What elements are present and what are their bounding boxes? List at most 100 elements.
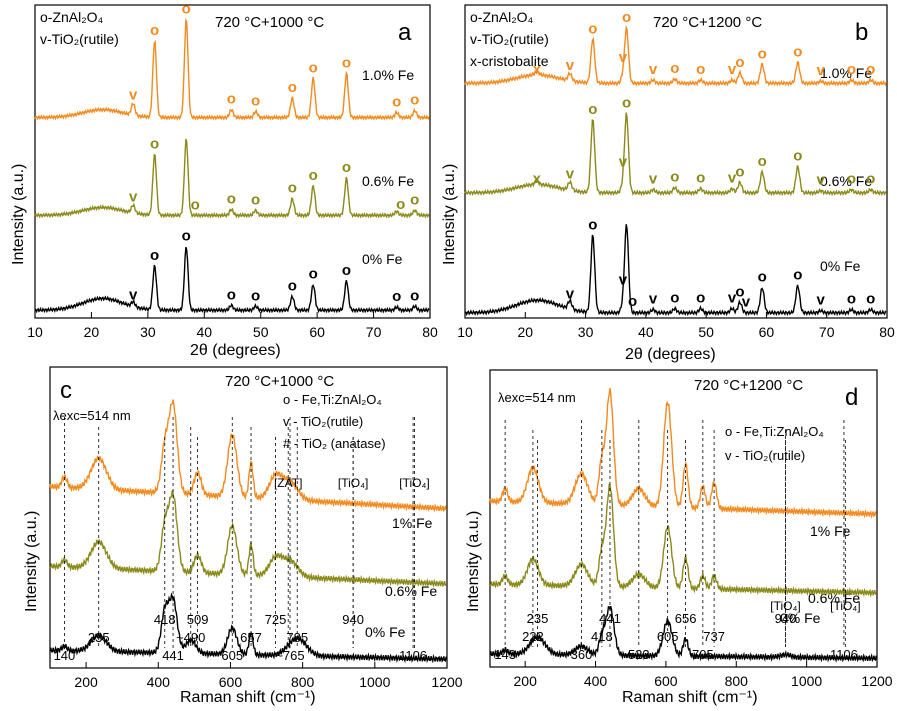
annotation-d-4: 418 — [591, 629, 613, 644]
xlabel-d: Raman shift (cm⁻¹) — [622, 689, 758, 706]
series-label-d-2: 0% Fe — [780, 610, 821, 626]
phase-marker-b-0-1: v — [566, 57, 575, 74]
phase-marker-a-1-3: o — [227, 190, 236, 207]
phase-marker-a-1-6: o — [309, 167, 318, 184]
xtick-label-c-3: 800 — [291, 674, 315, 690]
xtick-label-d-2: 600 — [654, 673, 678, 689]
phase-marker-b-2-0: v — [566, 285, 575, 302]
phase-marker-a-0-1: o — [150, 22, 159, 39]
series-label-a-1: 0.6% Fe — [362, 173, 414, 189]
phase-marker-b-2-2: v — [619, 272, 628, 289]
xtick-label-c-0: 200 — [74, 674, 98, 690]
phase-marker-a-1-9: o — [410, 191, 419, 208]
annotation-c-10: 785 — [286, 630, 308, 645]
phase-marker-a-0-4: o — [251, 93, 260, 110]
annotation-c-1: 235 — [88, 630, 110, 645]
xtick-label-a-6: 70 — [366, 324, 382, 340]
xtick-label-c-5: 1200 — [431, 674, 462, 690]
xtick-label-b-4: 50 — [698, 324, 714, 340]
phase-marker-a-2-6: o — [309, 266, 318, 283]
phase-marker-a-2-0: v — [129, 286, 138, 303]
series-label-d-0: 1% Fe — [810, 523, 851, 539]
phase-marker-b-2-4: v — [649, 291, 658, 308]
phase-marker-b-1-11: o — [793, 148, 802, 165]
xtick-label-d-4: 1000 — [791, 673, 822, 689]
phase-marker-b-2-3: o — [628, 293, 637, 310]
annotation-c-6: 605 — [221, 648, 243, 663]
phase-marker-a-0-9: o — [410, 92, 419, 109]
xtick-label-c-1: 400 — [147, 674, 171, 690]
annotation-d-6: 523 — [628, 647, 650, 662]
excitation-c: λexc=514 nm — [53, 408, 131, 423]
phase-marker-b-1-13: o — [847, 171, 856, 188]
phase-marker-a-2-7: o — [342, 262, 351, 279]
series-line-c-0 — [49, 399, 447, 513]
xtick-label-a-7: 80 — [422, 324, 438, 340]
phase-marker-b-0-10: o — [758, 45, 767, 62]
ticks-group-a: 10 20 30 40 50 60 70 80 — [27, 312, 438, 340]
annotation-c-12: 1106 — [399, 648, 427, 663]
xlabel-c: Raman shift (cm⁻¹) — [180, 689, 316, 706]
annotation-d-12: 1106 — [830, 647, 858, 662]
phase-marker-b-1-3: v — [619, 153, 628, 170]
phase-marker-b-0-2: o — [588, 20, 597, 37]
series-line-c-1 — [49, 490, 447, 588]
phase-marker-b-0-7: o — [696, 61, 705, 78]
annotation-d-10: 737 — [703, 629, 725, 644]
phase-marker-a-0-6: o — [309, 59, 318, 76]
phase-marker-a-2-3: o — [227, 286, 236, 303]
annotation-c-8: 725 — [265, 612, 287, 627]
phase-marker-a-2-9: o — [410, 287, 419, 304]
phase-marker-a-1-5: o — [288, 180, 297, 197]
annotation-c-15: [TiO₄] — [399, 476, 429, 490]
xtick-label-b-1: 20 — [517, 324, 533, 340]
panel-c: 720 °C+1000 °C c λexc=514 nm o - Fe,Ti:Z… — [23, 366, 463, 706]
phase-marker-b-1-10: o — [758, 153, 767, 170]
annotation-c-3: 441 — [162, 648, 184, 663]
phase-marker-b-0-8: v — [728, 61, 737, 78]
excitation-d: λexc=514 nm — [498, 390, 576, 405]
legend-a-0: o-ZnAl₂O₄ — [40, 9, 104, 25]
plot-frame-b — [464, 4, 888, 319]
phase-marker-b-1-12: v — [817, 172, 826, 189]
plot-frame-a — [34, 4, 431, 319]
phase-marker-b-0-5: v — [649, 61, 658, 78]
phase-marker-b-0-14: o — [866, 61, 875, 78]
phase-marker-b-2-8: o — [735, 283, 744, 300]
phase-marker-b-1-7: o — [696, 170, 705, 187]
series-label-b-0: 1.0% Fe — [820, 65, 872, 81]
xtick-label-b-6: 70 — [819, 324, 835, 340]
plot-frame-c — [49, 366, 448, 669]
xtick-label-b-3: 40 — [638, 324, 654, 340]
annotation-d-1: 222 — [522, 629, 544, 644]
series-label-b-1: 0.6% Fe — [820, 173, 872, 189]
panel-letter-b: b — [855, 19, 868, 46]
series-label-a-0: 1.0% Fe — [362, 67, 414, 83]
series-label-a-2: 0% Fe — [362, 251, 403, 267]
phase-marker-b-2-11: o — [793, 267, 802, 284]
annotation-d-9: 705 — [692, 647, 714, 662]
annotation-c-13: [ZAT] — [274, 476, 302, 490]
series-label-c-1: 0.6% Fe — [385, 583, 437, 599]
phase-marker-b-0-9: o — [735, 54, 744, 71]
series-line-d-0 — [489, 388, 877, 520]
series-group-c — [49, 399, 447, 664]
title-d: 720 °C+1200 °C — [694, 377, 803, 394]
phase-marker-b-2-9: v — [742, 294, 751, 311]
series-line-a-1 — [34, 138, 430, 219]
series-line-b-2 — [464, 224, 887, 317]
ylabel-a: Intensity (a.u.) — [10, 164, 27, 265]
panel-letter-a: a — [398, 19, 412, 46]
legend-b-1: v-TiO₂(rutile) — [470, 31, 549, 47]
annotation-c-5: 509 — [187, 612, 209, 627]
phase-marker-a-1-7: o — [342, 159, 351, 176]
ticks-group-b: 10 20 30 40 50 60 70 80 — [457, 312, 895, 340]
xtick-label-d-0: 200 — [514, 673, 538, 689]
xtick-label-b-2: 30 — [578, 324, 594, 340]
series-line-c-2 — [49, 592, 447, 664]
legend-d-0: o - Fe,Ti:ZnAl₂O₄ — [725, 424, 824, 439]
phase-marker-b-1-4: o — [622, 94, 631, 111]
xtick-label-c-4: 1000 — [359, 674, 390, 690]
xtick-label-a-4: 50 — [253, 324, 269, 340]
